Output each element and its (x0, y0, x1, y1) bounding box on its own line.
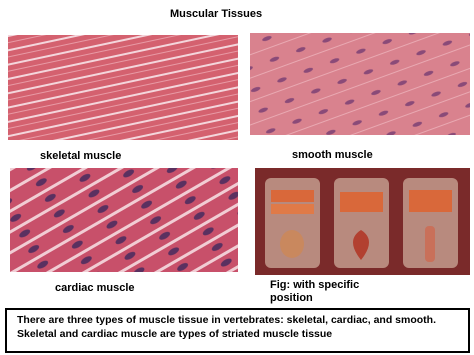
skeletal-image (8, 35, 238, 140)
panel-label: Fig: with specific position (270, 279, 360, 304)
panel-label: skeletal muscle (40, 150, 122, 162)
description-box: There are three types of muscle tissue i… (5, 308, 470, 353)
smooth-image (250, 33, 470, 135)
panel-label: smooth muscle (292, 149, 373, 161)
panel-label: cardiac muscle (55, 282, 135, 294)
description: There are three types of muscle tissue i… (17, 314, 436, 340)
title: Muscular Tissues (170, 8, 263, 20)
figure-panel (255, 168, 470, 275)
cardiac-image (10, 168, 238, 272)
